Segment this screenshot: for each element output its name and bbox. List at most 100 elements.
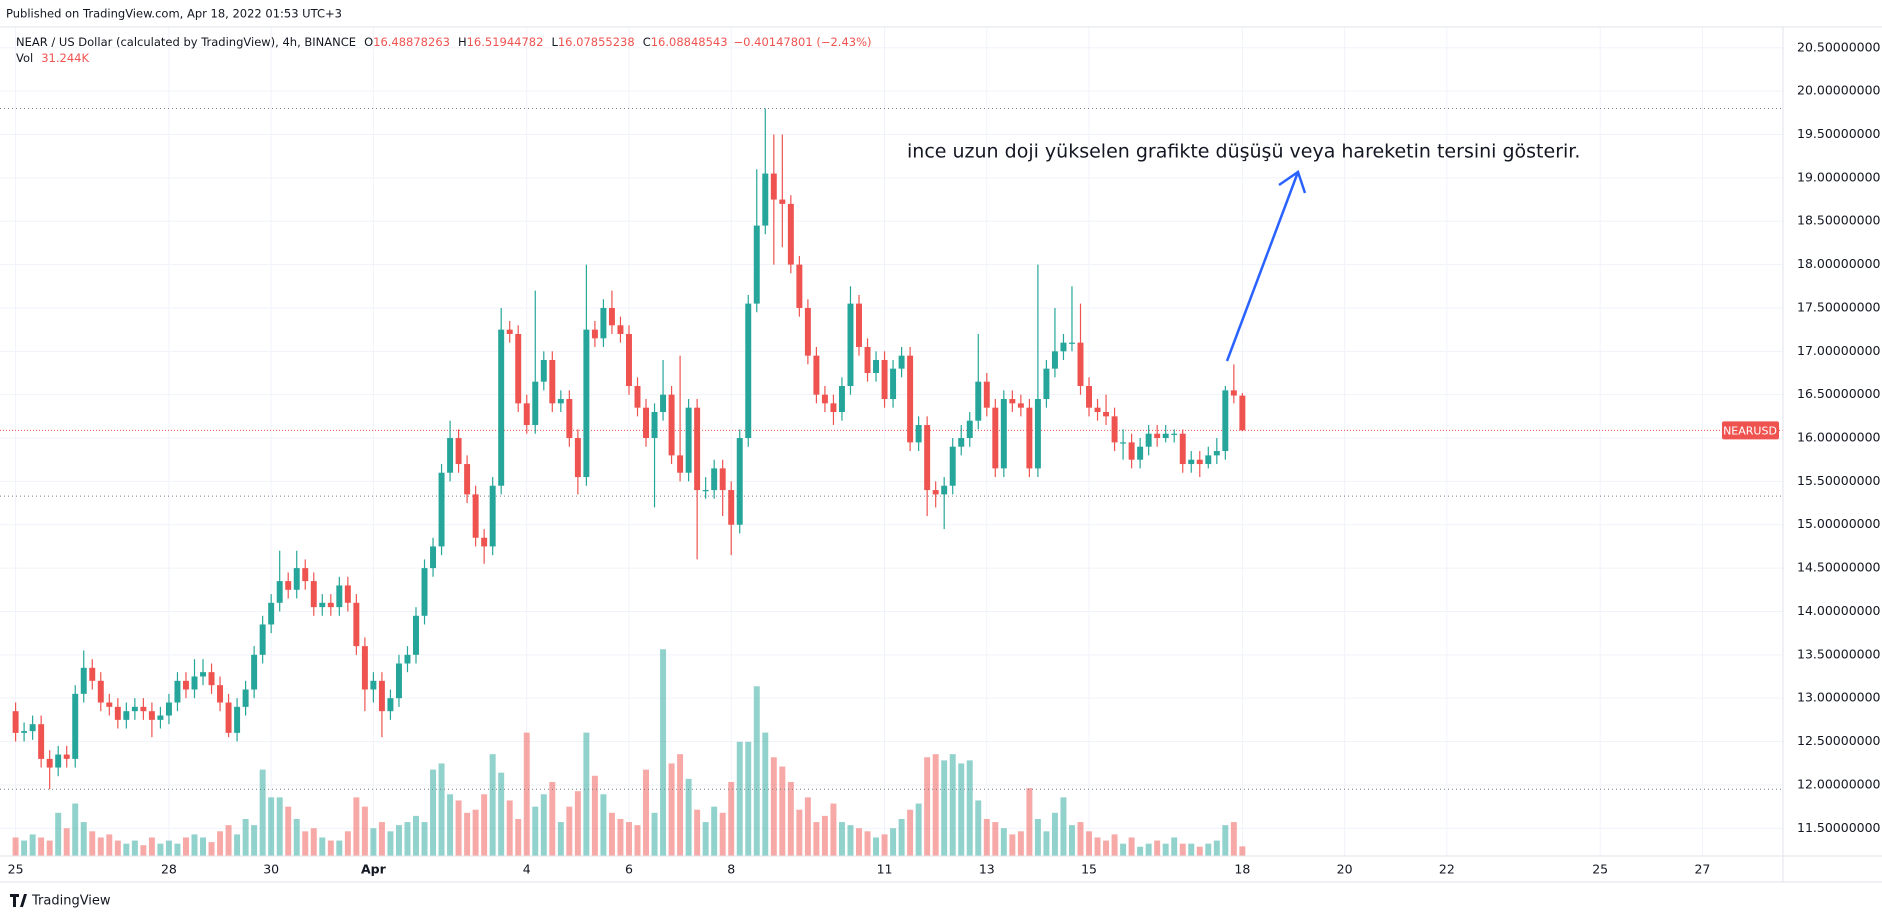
candle-body: [856, 303, 862, 347]
volume-bar: [1137, 846, 1144, 856]
volume-bar: [1034, 818, 1041, 856]
candle-body: [498, 329, 505, 486]
volume-bar: [864, 831, 871, 856]
x-tick-label: 25: [1592, 862, 1608, 877]
candle-body: [1086, 386, 1093, 408]
candle-body: [46, 758, 53, 768]
volume-bar: [1051, 812, 1058, 856]
volume-bar: [983, 818, 990, 856]
y-tick-label: 20.50000000: [1797, 39, 1881, 54]
volume-bar: [251, 825, 258, 856]
volume-bar: [907, 809, 914, 856]
volume-bar: [182, 837, 189, 856]
volume-bar: [447, 794, 454, 856]
candle-body: [80, 667, 87, 694]
candle-body: [625, 333, 632, 387]
volume-bar: [1086, 831, 1093, 856]
candle-body: [481, 537, 488, 547]
candle-body: [932, 490, 939, 495]
volume-bar: [38, 837, 45, 856]
labels: 11.50000000 12.00000000 12.50000000 13.0000…: [8, 35, 1881, 877]
candle-body: [1230, 390, 1237, 396]
volume-bar: [736, 741, 743, 856]
volume-bar: [464, 812, 471, 856]
candle-body: [719, 468, 726, 491]
candle-body: [1162, 433, 1169, 439]
candle-body: [668, 394, 675, 456]
volume-value: 31.244K: [41, 51, 89, 65]
volume-bar: [711, 806, 718, 856]
volume-bar: [336, 840, 343, 856]
volume-bar: [608, 812, 615, 856]
candle-body: [148, 711, 155, 720]
candle-body: [21, 731, 28, 733]
volume-bar: [506, 800, 513, 856]
volume-bar: [1222, 825, 1229, 856]
ohlc-value: 16.07855238: [558, 35, 635, 49]
volume-bar: [932, 754, 939, 856]
volume-bar: [472, 809, 479, 856]
volume-bar: [1009, 834, 1016, 856]
candle-body: [523, 403, 530, 426]
candle-body: [1077, 342, 1084, 387]
candle-body: [447, 438, 454, 473]
candle-body: [728, 490, 735, 525]
candle-body: [711, 468, 718, 491]
volume-bar: [694, 809, 701, 856]
volume-title: Vol: [16, 51, 33, 65]
candle-body: [557, 399, 564, 404]
x-tick-label: 28: [161, 862, 177, 877]
candle-body: [106, 702, 113, 707]
annotation: ince uzun doji yükselen grafikte düşüşü …: [907, 141, 1580, 362]
volume-bar: [259, 769, 266, 856]
volume-bar: [319, 837, 326, 856]
volume-bar: [310, 828, 317, 856]
candle-body: [1188, 459, 1195, 465]
candle-body: [1213, 451, 1220, 456]
volume-bar: [1111, 834, 1118, 856]
volume-bar: [63, 828, 70, 856]
volume-bar: [140, 845, 147, 856]
candle-body: [191, 676, 198, 690]
volume-bar: [515, 818, 522, 856]
y-tick-label: 16.50000000: [1797, 386, 1881, 401]
x-tick-label: 13: [979, 862, 995, 877]
candle-body: [217, 685, 224, 703]
volume-bar: [753, 686, 760, 856]
ohlc-value: 16.48878263: [373, 35, 450, 49]
volume-bar: [1026, 788, 1033, 856]
candle-body: [123, 711, 130, 720]
candle-body: [941, 485, 948, 495]
volume-bar: [617, 818, 624, 856]
volume-bar: [668, 763, 675, 856]
volume-bar: [225, 825, 232, 856]
x-tick-label: 6: [625, 862, 633, 877]
footer-logo: TradingView: [10, 894, 111, 909]
candle-body: [165, 702, 172, 716]
volume-bar: [131, 840, 138, 856]
volume-bar: [165, 840, 172, 856]
candle-body: [958, 438, 965, 447]
volume-bar: [157, 843, 164, 856]
candle-body: [1060, 342, 1067, 352]
volume-bar: [830, 803, 837, 856]
published-note: Published on TradingView.com, Apr 18, 20…: [6, 7, 342, 21]
volume-bar: [745, 741, 752, 856]
volume-bar: [813, 822, 820, 856]
volume-bar: [873, 837, 880, 856]
candle-body: [787, 203, 794, 265]
volume-bar: [302, 831, 309, 856]
volume-bar: [106, 834, 113, 856]
candle-body: [336, 585, 343, 608]
volume-bar: [966, 760, 973, 856]
volume-bar: [719, 812, 726, 856]
volume-bar: [327, 840, 334, 856]
volume-bar: [1094, 837, 1101, 856]
y-tick-label: 19.00000000: [1797, 169, 1881, 184]
candle-body: [1239, 395, 1246, 431]
candle-body: [276, 581, 283, 603]
volume-bar: [55, 812, 62, 856]
volume-bar: [1154, 840, 1161, 856]
candle-body: [63, 754, 70, 759]
candle-body: [1137, 446, 1144, 460]
